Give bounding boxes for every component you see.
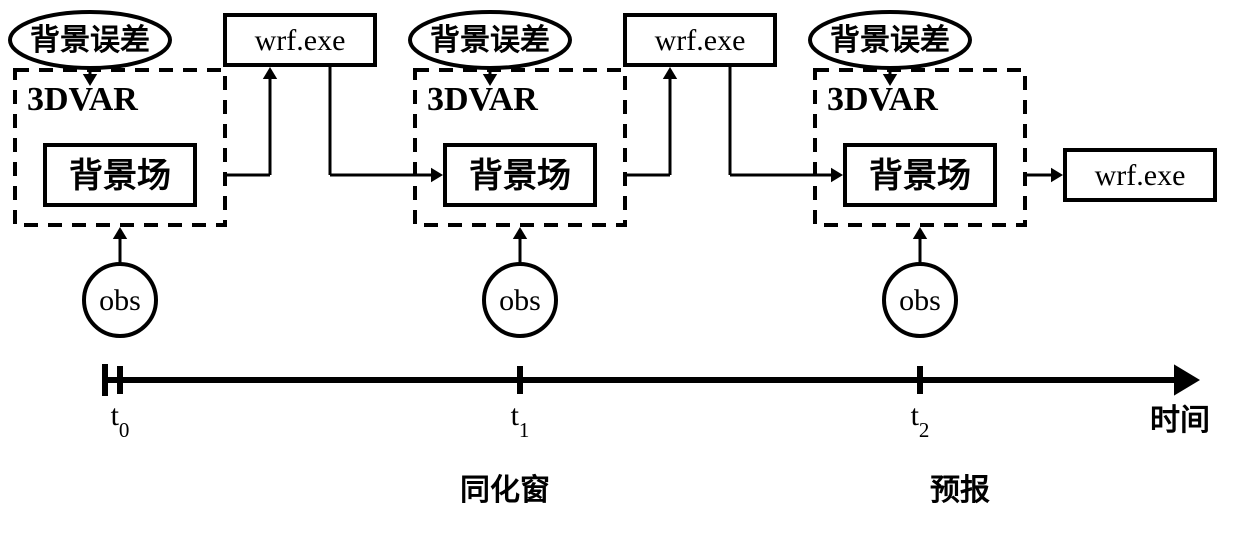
tick-label: t2: [911, 399, 930, 442]
tick-label: t1: [511, 399, 530, 442]
axis-time-label: 时间: [1150, 404, 1210, 437]
bgfield-label: 背景场: [869, 157, 971, 195]
obs-label: obs: [99, 284, 141, 317]
obs-label: obs: [499, 284, 541, 317]
wrf-label: wrf.exe: [655, 24, 746, 57]
bgfield-label: 背景场: [69, 157, 171, 195]
assimilation-window-label: 同化窗: [460, 473, 550, 507]
dvar-label: 3DVAR: [827, 81, 938, 118]
dvar-label: 3DVAR: [427, 81, 538, 118]
bgerr-label: 背景误差: [830, 24, 950, 57]
tick-label: t0: [111, 399, 130, 442]
diagram-canvas: 时间同化窗 预报 3DVAR 背景场 背景误差 obs t0 wrf.exe 3DVAR 背景场 背…: [0, 0, 1240, 556]
wrf-label-final: wrf.exe: [1095, 159, 1186, 192]
forecast-label: 预报: [930, 474, 990, 507]
bgerr-label: 背景误差: [30, 24, 150, 57]
wrf-label: wrf.exe: [255, 24, 346, 57]
obs-label: obs: [899, 284, 941, 317]
bgerr-label: 背景误差: [430, 24, 550, 57]
bgfield-label: 背景场: [469, 157, 571, 195]
dvar-label: 3DVAR: [27, 81, 138, 118]
